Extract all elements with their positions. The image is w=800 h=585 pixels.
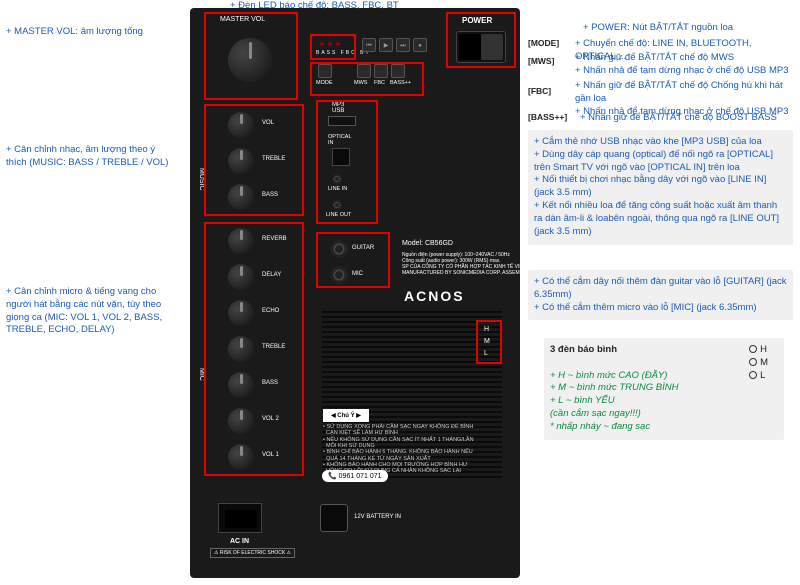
control-panel: MASTER VOL POWER BASS FBC BT ⏮ ▶ ⏭ ● MOD…	[190, 8, 520, 578]
hl-gm	[316, 232, 390, 288]
acin-label: AC IN	[230, 538, 249, 545]
batt12v-label: 12V BATTERY IN	[354, 514, 401, 520]
prev-button[interactable]: ⏮	[362, 38, 376, 52]
fbc-tag: [FBC]	[528, 86, 551, 97]
note-led: + Đèn LED báo chế độ: BASS, FBC, BT	[230, 0, 399, 13]
brand-label: ACNOS	[404, 288, 465, 304]
ac-in-port[interactable]	[218, 503, 262, 533]
note-usb: + Cắm thẻ nhớ USB nhạc vào khe [MP3 USB]…	[528, 130, 793, 245]
phone-number: 📞 0961 071 071	[322, 470, 388, 482]
note-batt: H M L 3 đèn báo bình + H ~ bình mức CAO …	[544, 338, 784, 440]
model-label: Model: CB56GD	[402, 240, 453, 247]
risk-label: ⚠ RISK OF ELECTRIC SHOCK ⚠	[210, 548, 295, 558]
play-button[interactable]: ▶	[379, 38, 393, 52]
note-mws: + Nhấn giữ để BẬT/TẮT chế độ MWS + Nhấn …	[575, 52, 795, 78]
caution-text: • SỬ DỤNG XONG PHẢI CẦM SẠC NGAY KHÔNG Đ…	[323, 424, 502, 475]
hl-power	[446, 12, 516, 68]
hl-leds	[310, 34, 356, 60]
next-button[interactable]: ⏭	[396, 38, 410, 52]
hl-batt	[476, 320, 502, 364]
mws-tag: [MWS]	[528, 56, 554, 67]
hl-usb	[316, 100, 378, 224]
note-gm: + Có thể cắm dây nối thêm đàn guitar vào…	[528, 270, 793, 320]
rec-button[interactable]: ●	[413, 38, 427, 52]
hl-mic	[204, 222, 304, 476]
note-mic: + Cân chỉnh micro & tiếng vang cho người…	[6, 286, 176, 337]
mode-tag: [MODE]	[528, 38, 559, 49]
hl-music	[204, 104, 304, 216]
note-basspp: + Nhấn giữ để BẬT/TẮT chế độ BOOST BASS	[580, 112, 800, 125]
batt-title: 3 đèn báo bình	[550, 344, 617, 355]
note-music: + Cân chỉnh nhạc, âm lượng theo ý thích …	[6, 144, 176, 170]
note-power: + POWER: Nút BẬT/TẮT nguồn loa	[583, 22, 793, 35]
battery-port[interactable]	[320, 504, 348, 532]
caution-box: ◀ Chú Ý ▶ • SỬ DỤNG XONG PHẢI CẦM SẠC NG…	[320, 406, 505, 478]
playback-buttons: ⏮ ▶ ⏭ ●	[362, 38, 427, 52]
caution-label: ◀ Chú Ý ▶	[323, 409, 369, 422]
hl-master	[204, 12, 298, 100]
basspp-tag: [BASS++]	[528, 112, 567, 123]
hl-modes	[310, 62, 424, 96]
note-master: + MASTER VOL: âm lượng tổng	[6, 26, 176, 39]
